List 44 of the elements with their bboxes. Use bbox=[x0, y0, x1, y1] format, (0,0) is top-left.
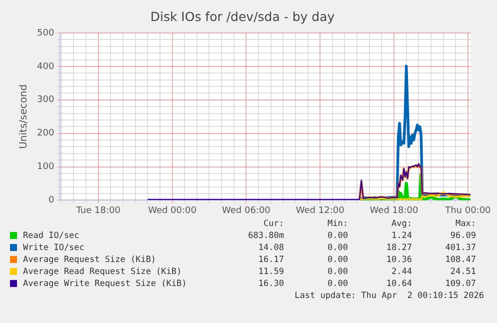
y-tick-label: 400 bbox=[36, 62, 54, 72]
x-tick-label: Wed 12:00 bbox=[296, 206, 345, 216]
text: Max: bbox=[454, 218, 476, 230]
x-tick-label: Tue 18:00 bbox=[75, 206, 121, 216]
text: 2.44 bbox=[390, 266, 412, 278]
text: 0.00 bbox=[326, 254, 348, 266]
text: 683.80m bbox=[247, 230, 284, 242]
y-tick-label: 300 bbox=[36, 95, 54, 106]
text: 16.17 bbox=[257, 254, 284, 266]
x-tick-label: Wed 18:00 bbox=[370, 206, 418, 216]
x-tick-label: Wed 00:00 bbox=[148, 206, 197, 216]
y-tick-label: 0 bbox=[48, 196, 54, 206]
text: 0.00 bbox=[326, 266, 348, 278]
text: 0.00 bbox=[326, 230, 348, 242]
legend-label: Write IO/sec bbox=[22, 242, 86, 254]
chart-title: Disk IOs for /dev/sda - by day bbox=[150, 8, 336, 24]
x-tick-label: Thu 00:00 bbox=[444, 206, 492, 216]
y-tick-label: 100 bbox=[36, 162, 54, 172]
text: 10.36 bbox=[385, 254, 412, 266]
legend-label: Average Request Size (KiB) bbox=[22, 254, 158, 266]
text: 109.07 bbox=[444, 278, 476, 290]
text: 14.08 bbox=[257, 242, 284, 254]
text: 401.37 bbox=[444, 242, 476, 254]
text: 0.00 bbox=[326, 242, 348, 254]
text: 1.24 bbox=[390, 230, 412, 242]
y-tick-label: 500 bbox=[36, 28, 54, 38]
text: Cur: bbox=[262, 218, 284, 230]
x-tick-label: Wed 06:00 bbox=[222, 206, 271, 216]
y-tick-label: 200 bbox=[36, 128, 54, 139]
text: 0.00 bbox=[326, 278, 348, 290]
text: 24.51 bbox=[449, 266, 476, 278]
text: 16.30 bbox=[257, 278, 284, 290]
legend-label: Average Read Request Size (KiB) bbox=[22, 266, 183, 278]
text: Min: bbox=[326, 218, 348, 230]
legend-label: Read IO/sec bbox=[22, 230, 80, 242]
text: 11.59 bbox=[257, 266, 284, 278]
text: 10.64 bbox=[385, 278, 412, 290]
y-axis-title: Units/second bbox=[18, 84, 30, 149]
text: 108.47 bbox=[444, 254, 476, 266]
legend-label: Average Write Request Size (KiB) bbox=[22, 278, 188, 290]
text: 18.27 bbox=[385, 242, 412, 254]
text: 96.09 bbox=[449, 230, 476, 242]
text: Last update: Thu Apr 2 00:10:15 2026 bbox=[294, 290, 484, 302]
text: Avg: bbox=[390, 218, 412, 230]
